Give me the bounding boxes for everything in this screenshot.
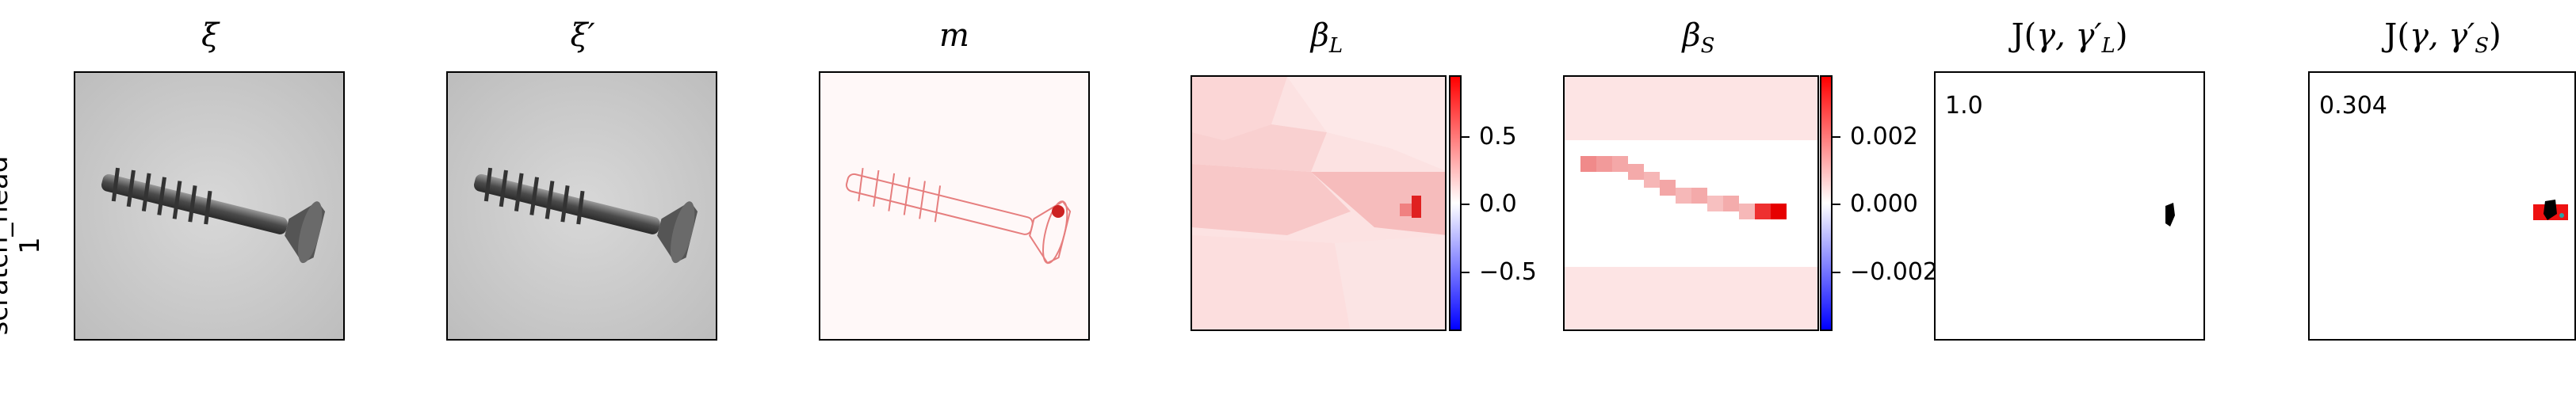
cbar-S-label-2: −0.002 — [1850, 258, 1939, 286]
title-beta-S-base: β — [1682, 17, 1701, 54]
cbar-L-label-0: 0.5 — [1479, 123, 1517, 150]
panel-title-beta-S: βS — [1564, 17, 1833, 58]
colorbar-S — [1820, 75, 1833, 331]
title-J-S-sub: S — [2475, 34, 2490, 58]
beta-S-map — [1565, 77, 1817, 329]
cbar-S-tick-0 — [1833, 136, 1840, 138]
row-label-class: scratch_head — [0, 155, 14, 336]
cbar-S-tick-2 — [1833, 272, 1840, 273]
beta-L-map — [1192, 77, 1445, 329]
panel-title-beta-L: βL — [1192, 17, 1462, 58]
cbar-L-tick-0 — [1462, 136, 1470, 138]
heatmap-beta-L — [1191, 75, 1447, 331]
title-beta-L-base: β — [1310, 17, 1329, 54]
screw-image-xi-prime — [448, 73, 716, 339]
title-J-S-prefix: J( — [2384, 17, 2410, 54]
title-J-L-mid: γ, γ′ — [2036, 17, 2102, 54]
image-xi-prime — [446, 71, 717, 341]
j-value-L: 1.0 — [1945, 92, 1983, 120]
j-value-S: 0.304 — [2319, 92, 2387, 120]
panel-title-xi-prime: ξ′ — [448, 17, 717, 54]
j-S-mark — [2533, 200, 2568, 220]
cbar-L-tick-1 — [1462, 204, 1470, 205]
title-beta-S-sub: S — [1700, 34, 1715, 58]
title-J-L-prefix: J( — [2011, 17, 2037, 54]
title-J-S-mid: γ, γ′ — [2409, 17, 2475, 54]
panel-title-J-L: J(γ, γ′L) — [1935, 17, 2204, 58]
cbar-L-tick-2 — [1462, 272, 1470, 273]
plot-J-S: 0.304 — [2308, 71, 2576, 341]
heatmap-beta-S — [1563, 75, 1819, 331]
image-mask-m — [819, 71, 1090, 341]
cbar-S-label-0: 0.002 — [1850, 123, 1918, 150]
panel-title-J-S: J(γ, γ′S) — [2308, 17, 2576, 58]
cbar-S-label-1: 0.000 — [1850, 190, 1918, 218]
image-xi — [74, 71, 345, 341]
row-label-index: 1 — [14, 237, 46, 254]
cbar-L-label-2: −0.5 — [1479, 258, 1537, 286]
panel-title-xi: ξ — [75, 17, 345, 54]
panel-title-m: m — [820, 17, 1089, 54]
title-xi-text: ξ — [201, 17, 220, 54]
colorbar-L — [1449, 75, 1462, 331]
mask-image-m — [820, 73, 1088, 339]
title-beta-L-sub: L — [1328, 34, 1343, 58]
cbar-S-tick-1 — [1833, 204, 1840, 205]
cbar-L-label-1: 0.0 — [1479, 190, 1517, 218]
title-J-S-suffix: ) — [2489, 17, 2501, 54]
plot-J-L: 1.0 — [1934, 71, 2205, 341]
title-J-L-suffix: ) — [2115, 17, 2128, 54]
title-m-text: m — [939, 17, 969, 54]
title-xi-prime-text: ξ′ — [570, 17, 595, 54]
row-label: scratch_head 1 — [0, 115, 49, 376]
j-L-mark — [2165, 203, 2175, 227]
screw-image-xi — [75, 73, 343, 339]
title-J-L-sub: L — [2101, 34, 2115, 58]
